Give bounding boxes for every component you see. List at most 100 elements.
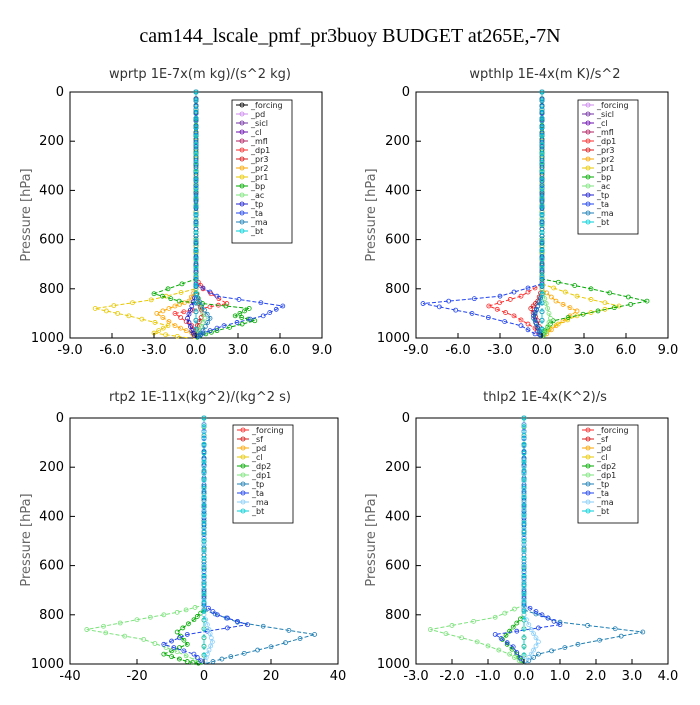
series-marker-bt [201, 468, 207, 474]
series-marker-bt [539, 238, 545, 244]
series-marker-bt [521, 591, 527, 597]
legend-marker-pr1 [585, 165, 591, 171]
series-marker-bt [539, 195, 545, 200]
series-marker-bt [193, 133, 199, 139]
legend-marker-pr1 [239, 174, 245, 180]
series-marker-bp [644, 298, 650, 304]
series-marker-dp1 [503, 310, 509, 315]
series-marker-bt [193, 238, 199, 244]
series-marker-bt [201, 591, 207, 597]
series-marker-ma [532, 311, 538, 317]
series-marker-ta [214, 325, 220, 331]
series-marker-tp [228, 654, 234, 660]
legend-label-tp: _tp [250, 200, 263, 209]
series-marker-ta [545, 615, 551, 621]
legend-marker-forcing [585, 102, 591, 108]
series-marker-ta [200, 285, 206, 291]
x-tick-label: -3.0 [403, 669, 428, 684]
series-marker-bp [232, 313, 238, 319]
series-line-dp1 [487, 92, 543, 339]
series-marker-pr2 [178, 325, 184, 331]
series-marker-ta [210, 609, 216, 614]
y-tick-label: 600 [39, 233, 64, 248]
legend-marker-forcing [239, 102, 245, 108]
series-marker-bt [201, 547, 207, 553]
series-marker-dp1 [516, 658, 522, 664]
series-marker-ta [214, 293, 220, 299]
series-lines [84, 415, 317, 666]
series-marker-pr2 [183, 328, 189, 334]
series-line-bp [541, 92, 648, 339]
y-tick-label: 0 [56, 411, 64, 426]
series-marker-ma [200, 328, 206, 334]
series-marker-bt [539, 274, 545, 279]
series-lines [427, 415, 646, 665]
series-marker-tp [185, 315, 191, 321]
series-marker-ta [557, 622, 563, 628]
x-tick-label: 6.0 [270, 343, 291, 358]
series-marker-bt [193, 247, 199, 253]
series-marker-pr1 [551, 285, 557, 291]
series-marker-bt [201, 450, 207, 456]
series-marker-pr1 [588, 297, 594, 302]
series-marker-dp1 [525, 289, 531, 295]
series-marker-tp [219, 656, 225, 662]
x-tick-label: -2.0 [439, 669, 464, 684]
series-marker-bt [521, 494, 527, 500]
legend-marker-dp1 [239, 147, 245, 153]
series-marker-bt [193, 256, 199, 262]
series-marker-ta [504, 640, 510, 646]
legend: _forcing_sicl_cl_mfl_dp1_pr3_pr2_pr1_bp_… [577, 99, 639, 235]
x-tick-label: 0.0 [186, 343, 207, 358]
series-marker-ta [420, 301, 426, 306]
series-marker-bt [521, 547, 527, 553]
series-marker-ta [169, 638, 175, 644]
legend-label-forcing: _forcing [250, 101, 283, 110]
series-marker-ma [202, 324, 208, 329]
series-marker-bt [521, 556, 527, 561]
series-marker-ma [206, 647, 212, 653]
series-line-bp [152, 92, 255, 339]
series-marker-bt [201, 494, 207, 500]
series-marker-ac [546, 320, 552, 325]
legend-label-pr1: _pr1 [596, 164, 614, 173]
y-tick-label: 800 [385, 608, 410, 623]
series-marker-dp1 [122, 633, 128, 639]
series-marker-bt [521, 433, 527, 438]
series-marker-dp1 [183, 653, 189, 659]
series-marker-ta [247, 316, 253, 322]
legend-label-bt: _bt [250, 227, 263, 236]
series-marker-dp1 [485, 643, 491, 649]
series-marker-bt [193, 115, 199, 121]
legend-label-ma: _ma [250, 218, 268, 227]
series-line-dp1 [86, 418, 205, 665]
legend-marker-pr2 [585, 156, 591, 162]
series-marker-tp [187, 307, 193, 313]
series-marker-ac [201, 315, 207, 321]
x-tick-label: 3.0 [622, 669, 643, 684]
series-marker-bt [521, 468, 527, 474]
series-marker-pr1 [588, 310, 594, 315]
series-marker-bp [239, 315, 245, 320]
series-marker-bt [521, 617, 527, 623]
series-marker-dp1 [443, 631, 449, 637]
series-marker-dp1 [178, 315, 184, 320]
series-marker-pr1 [152, 320, 158, 325]
series-marker-dp2 [177, 656, 182, 662]
series-marker-tp [557, 619, 563, 625]
series-marker-bt [201, 459, 207, 465]
panel-title: wpthlp 1E-4x(m K)/s^2 [469, 67, 620, 82]
series-marker-bt [539, 203, 545, 209]
series-marker-tp [312, 632, 317, 637]
series-marker-bt [521, 626, 527, 632]
axis-ticks: -3.0 -2.0 -1.0 0.0 1.0 2.0 3.0 4.0 0 200 400 600 800… [377, 411, 678, 684]
series-marker-pr1 [178, 290, 184, 295]
series-marker-dp1 [502, 610, 508, 616]
plot-frame [415, 417, 669, 665]
legend-marker-ta [585, 201, 591, 207]
legend-marker-tp [585, 481, 591, 487]
series-marker-dp1 [141, 637, 147, 642]
series-line-pr2 [155, 92, 197, 339]
legend-marker-forcing [585, 427, 591, 433]
series-marker-ma [528, 627, 534, 632]
